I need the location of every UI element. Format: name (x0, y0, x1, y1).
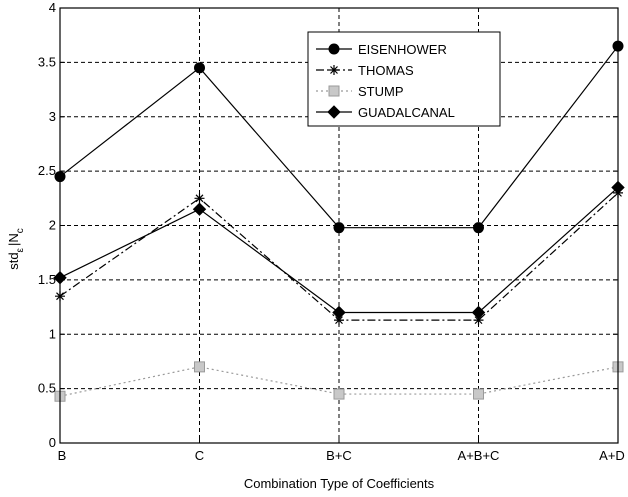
data-point (334, 315, 344, 326)
data-point (473, 388, 484, 400)
y-tick-label: 4 (49, 0, 56, 15)
legend-item: EISENHOWER (316, 42, 447, 57)
x-axis-label: Combination Type of Coefficients (244, 476, 435, 491)
x-tick-label: A+D (599, 448, 625, 463)
y-tick-label: 0 (49, 435, 56, 450)
data-point (471, 305, 486, 320)
series-line (59, 366, 619, 397)
y-axis-ticks: 0 0.5 1 1.5 2 2.5 3 3.5 4 (38, 0, 618, 450)
legend-marker (328, 43, 340, 55)
svg-text:stdε|Nc: stdε|Nc (6, 228, 26, 270)
y-tick-label: 2 (49, 218, 56, 233)
legend-marker (327, 105, 341, 119)
data-point (194, 193, 205, 204)
x-tick-label: C (195, 448, 204, 463)
y-tick-label: 1 (49, 326, 56, 341)
data-point (473, 315, 484, 326)
legend-marker (328, 85, 340, 97)
y-tick-label: 0.5 (38, 381, 56, 396)
data-point (473, 222, 484, 234)
x-tick-label: A+B+C (458, 448, 500, 463)
y-axis-label: stdε|Nc (6, 228, 26, 270)
legend-item: STUMP (316, 84, 404, 99)
x-axis-ticks: B C B+C A+B+C A+D (58, 438, 625, 463)
data-point (192, 202, 207, 216)
legend-label: GUADALCANAL (358, 105, 455, 120)
y-tick-label: 3.5 (38, 54, 56, 69)
y-tick-label: 2.5 (38, 163, 56, 178)
data-point (194, 361, 205, 373)
legend-label: STUMP (358, 84, 404, 99)
data-point (332, 305, 346, 320)
data-point (194, 62, 205, 74)
legend-item: THOMAS (316, 63, 414, 78)
x-tick-label: B+C (326, 448, 352, 463)
data-point (333, 222, 345, 234)
legend-marker (329, 65, 339, 75)
y-tick-label: 3 (49, 109, 56, 124)
legend-item: GUADALCANAL (316, 105, 455, 120)
legend-label: THOMAS (358, 63, 414, 78)
x-tick-label: B (58, 448, 67, 463)
data-point (333, 388, 345, 400)
legend-box (307, 31, 501, 127)
legend: EISENHOWER THOMAS STUMP GUADALCANAL (307, 31, 501, 127)
y-tick-label: 1.5 (38, 272, 56, 287)
series-guadalcanal (53, 180, 625, 320)
legend-label: EISENHOWER (358, 42, 447, 57)
